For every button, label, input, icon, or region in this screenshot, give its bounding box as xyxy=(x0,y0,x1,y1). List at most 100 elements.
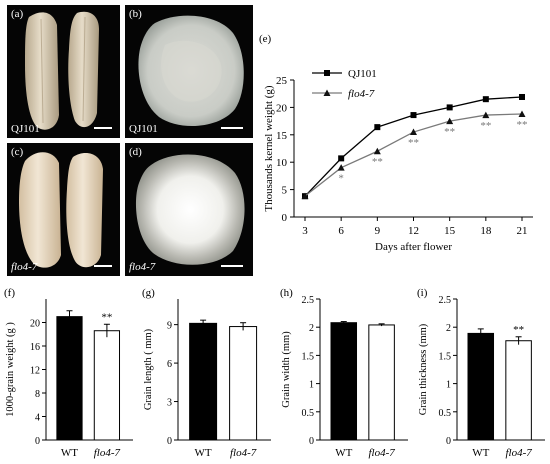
photo-panel-c: (c) flo4-7 xyxy=(7,143,120,276)
significance-marker: ** xyxy=(372,156,383,168)
data-point xyxy=(373,147,381,155)
data-point xyxy=(338,155,345,162)
y-tick-label: 1.5 xyxy=(302,351,315,362)
panel-letter: (c) xyxy=(11,146,24,158)
bar xyxy=(505,340,532,441)
kernel-weight-line-chart: (e) 0 5 10 15 20 25 3 6 9 12 15 18 21 Days after flowe… xyxy=(259,33,533,253)
significance-marker: ** xyxy=(444,126,455,138)
significance-marker: ** xyxy=(408,137,419,149)
x-tick-label: 6 xyxy=(338,225,344,237)
panel-letter: (d) xyxy=(129,146,142,158)
data-point xyxy=(482,111,490,119)
genotype-label: flo4-7 xyxy=(11,261,38,273)
data-point xyxy=(482,96,489,103)
legend-label: flo4-7 xyxy=(348,88,375,100)
scale-bar xyxy=(221,127,243,129)
bar xyxy=(56,316,83,441)
photo-panel-d: (d) flo4-7 xyxy=(125,143,253,276)
error-bar xyxy=(340,321,347,323)
data-point xyxy=(446,117,454,125)
y-tick-label: 0 xyxy=(446,436,451,447)
error-bar xyxy=(477,328,484,334)
y-tick-label: 0 xyxy=(35,436,40,447)
rice-grain-photo xyxy=(25,11,99,130)
grain-length-bar-chart: (g) 0 3 6 9 Grain length ( mm) WT flo4-7 xyxy=(142,287,271,459)
photo-panel-a: (a) QJ101 xyxy=(7,5,120,138)
y-axis-label: Thousands kernel weight (g) xyxy=(263,85,275,211)
y-tick-label: 16 xyxy=(30,342,40,353)
bar xyxy=(368,324,395,441)
data-point xyxy=(410,128,417,136)
y-tick-label: 8 xyxy=(35,389,40,400)
panel-letter: (a) xyxy=(11,8,24,20)
y-tick-label: 2 xyxy=(309,323,314,334)
scale-bar xyxy=(94,265,112,267)
error-bar xyxy=(66,310,73,317)
scale-bar xyxy=(221,265,243,267)
data-point xyxy=(519,93,525,100)
y-tick-label: 25 xyxy=(276,75,288,87)
y-tick-label: 10 xyxy=(276,157,288,169)
panel-letter: (h) xyxy=(280,287,293,299)
category-label: WT xyxy=(335,447,352,459)
bar xyxy=(229,326,258,441)
y-tick-label: 12 xyxy=(30,366,40,377)
grain-thickness-bar-chart: (i) 0 0.5 1 1.5 2 2.5 Grain thickness (mm) WT flo… xyxy=(417,287,545,459)
bar xyxy=(467,332,495,441)
category-label: WT xyxy=(61,447,78,459)
y-axis-label: Grain length ( mm) xyxy=(143,328,154,410)
scale-bar xyxy=(94,127,112,129)
y-tick-label: 0.5 xyxy=(439,408,452,419)
y-tick-label: 1.5 xyxy=(439,351,452,362)
y-tick-label: 2.5 xyxy=(439,295,452,306)
y-tick-label: 9 xyxy=(167,321,172,332)
y-tick-label: 2.5 xyxy=(302,295,315,306)
y-tick-label: 5 xyxy=(282,185,288,197)
panel-letter: (e) xyxy=(259,33,272,45)
grain-weight-bar-chart: (f) 0 4 8 12 16 20 1000-grain weight (g ) WT flo4… xyxy=(4,287,133,459)
y-axis-label: Grain thickness (mm) xyxy=(418,323,429,415)
legend-marker xyxy=(323,89,331,96)
legend-label: QJ101 xyxy=(348,68,377,80)
grain-width-bar-chart: (h) 0 0.5 1 1.5 2 2.5 Grain width (mm) WT flo4-7 xyxy=(280,287,408,459)
y-axis-label: Grain width (mm) xyxy=(281,331,292,408)
x-tick-label: 12 xyxy=(408,225,419,237)
y-tick-label: 3 xyxy=(167,398,172,409)
legend-marker xyxy=(324,70,330,76)
category-label: WT xyxy=(472,447,489,459)
panel-letter: (f) xyxy=(4,287,15,299)
y-tick-label: 1 xyxy=(309,380,314,391)
bar xyxy=(330,322,358,441)
bar xyxy=(93,330,121,441)
x-axis-label: Days after flower xyxy=(375,241,452,253)
error-bar xyxy=(240,322,247,331)
y-tick-label: 4 xyxy=(35,413,40,424)
x-tick-label: 9 xyxy=(375,225,381,237)
y-tick-label: 0 xyxy=(282,212,288,224)
data-point xyxy=(446,104,453,111)
significance-marker: * xyxy=(338,173,344,185)
data-point xyxy=(410,112,417,119)
category-label: flo4-7 xyxy=(230,447,257,459)
grain-cross-section-photo xyxy=(138,15,244,127)
panel-letter: (g) xyxy=(142,287,155,299)
significance-marker: ** xyxy=(513,324,524,336)
genotype-label: flo4-7 xyxy=(129,261,156,273)
genotype-label: QJ101 xyxy=(129,123,158,135)
y-tick-label: 1 xyxy=(446,380,451,391)
error-bar xyxy=(103,323,110,338)
rice-grain-photo xyxy=(19,152,103,268)
genotype-label: QJ101 xyxy=(11,123,40,135)
y-tick-label: 2 xyxy=(446,323,451,334)
y-tick-label: 0.5 xyxy=(302,408,315,419)
x-tick-label: 21 xyxy=(517,225,528,237)
panel-letter: (i) xyxy=(417,287,428,299)
data-point xyxy=(518,110,526,117)
category-label: WT xyxy=(195,447,212,459)
data-point xyxy=(374,124,381,131)
data-point xyxy=(337,164,345,171)
error-bar xyxy=(378,323,385,327)
grain-cross-section-photo xyxy=(135,154,245,265)
y-axis-label: 1000-grain weight (g ) xyxy=(5,322,16,417)
y-tick-label: 20 xyxy=(30,319,40,330)
